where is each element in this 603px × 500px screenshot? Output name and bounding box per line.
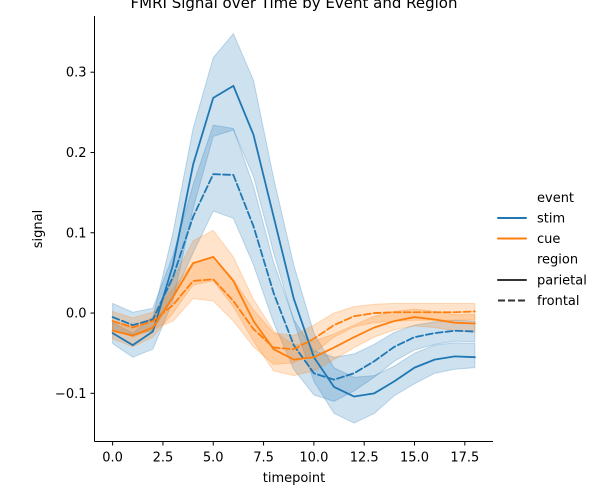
ci-band-stim-frontal — [112, 124, 476, 402]
series-line-cue-frontal — [111, 278, 476, 351]
x-axis-label: timepoint — [263, 471, 326, 486]
legend-label-stim: stim — [537, 212, 565, 227]
legend-label-parietal: parietal — [537, 274, 587, 289]
y-ticks: −0.1 0.0 0.1 0.2 0.3 — [55, 66, 95, 402]
y-tick-label: 0.1 — [66, 226, 87, 241]
x-tick-label: 15.0 — [400, 451, 429, 466]
ci-band-cue-frontal — [112, 256, 476, 365]
y-tick-label: 0.3 — [66, 66, 87, 81]
series-line-stim-parietal — [111, 84, 476, 398]
x-tick-label: 5.0 — [203, 451, 224, 466]
legend-hue-title: event — [537, 191, 574, 206]
series-line-cue-parietal — [111, 255, 476, 361]
x-tick-label: 17.5 — [450, 451, 479, 466]
y-tick-label: 0.0 — [66, 307, 87, 322]
x-ticks: 0.0 2.5 5.0 7.5 10.0 12.5 15.0 17.5 — [102, 441, 479, 466]
x-tick-label: 7.5 — [253, 451, 274, 466]
chart-title: FMRI Signal over Time by Event and Regio… — [131, 0, 458, 12]
series-lines — [111, 84, 476, 398]
y-tick-label: 0.2 — [66, 146, 87, 161]
x-tick-label: 12.5 — [350, 451, 379, 466]
axes: 0.0 2.5 5.0 7.5 10.0 12.5 15.0 17.5 −0.1 0.0 0.1 0… — [55, 16, 493, 466]
ci-band-cue-parietal — [112, 229, 476, 377]
legend: event stim cue region parietal frontal — [497, 191, 587, 309]
legend-style-title: region — [537, 253, 578, 268]
plot-area — [111, 32, 476, 424]
legend-label-cue: cue — [537, 232, 560, 247]
x-tick-label: 0.0 — [102, 451, 123, 466]
legend-label-frontal: frontal — [537, 294, 580, 309]
y-tick-label: −0.1 — [55, 387, 87, 402]
x-tick-label: 2.5 — [153, 451, 174, 466]
series-line-stim-frontal — [111, 173, 476, 381]
y-axis-label: signal — [31, 210, 46, 248]
x-tick-label: 10.0 — [299, 451, 328, 466]
